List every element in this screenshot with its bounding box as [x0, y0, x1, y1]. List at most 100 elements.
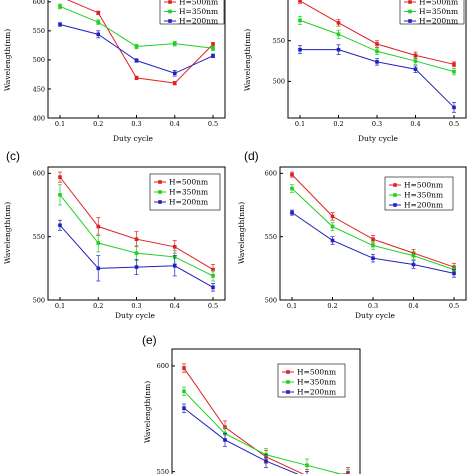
x-axis-label: Duty cycle: [115, 311, 156, 320]
y-tick-label: 500: [265, 296, 277, 304]
x-tick-label: 0.3: [372, 120, 382, 128]
data-point: [411, 253, 416, 258]
legend-swatch-marker: [393, 203, 397, 207]
data-point: [211, 285, 215, 290]
legend-swatch-marker: [158, 180, 162, 184]
data-point: [452, 69, 456, 74]
data-point: [96, 241, 101, 245]
data-point: [290, 210, 294, 215]
chart-panel-1: 0.1 0.2 0.3 0.4 0.5 400 450 500 550 600 Duty cycle…: [3, 0, 226, 143]
legend-label: H=200nm: [297, 388, 336, 397]
data-point: [58, 4, 62, 9]
data-point: [371, 256, 375, 260]
data-point: [134, 58, 139, 63]
y-tick-label: 600: [265, 170, 277, 178]
x-tick-label: 0.1: [295, 120, 305, 128]
series-2: [58, 3, 215, 51]
x-tick-label: 0.3: [131, 302, 141, 310]
data-point: [172, 71, 177, 76]
data-point: [371, 243, 375, 248]
data-point: [211, 274, 215, 278]
x-tick-label: 0.3: [368, 302, 378, 310]
legend-label: H=350nm: [297, 378, 336, 387]
data-point: [172, 245, 177, 249]
y-tick-label: 550: [157, 468, 169, 474]
plot-frame: [171, 348, 361, 474]
series-2: [298, 15, 456, 76]
data-point: [96, 11, 101, 15]
y-tick-label: 550: [273, 37, 285, 45]
data-point: [96, 224, 101, 229]
legend-label: H=500nm: [404, 181, 443, 190]
chart-panel-3: 0.1 0.2 0.3 0.4 0.5 500 550 600 Duty cycle Wavele…: [3, 149, 226, 320]
legend-label: H=500nm: [297, 368, 336, 377]
series-1: [58, 171, 215, 276]
data-point: [182, 389, 186, 394]
y-tick-label: 550: [265, 233, 277, 241]
panel-label: (e): [142, 333, 157, 347]
series-3: [58, 219, 215, 292]
data-point: [452, 271, 456, 276]
chart-panel-5: 550 600 Wavelength(nm) (e) H=500nmH=350nmH=2…: [142, 333, 361, 474]
data-point: [375, 49, 379, 54]
data-point: [330, 224, 335, 229]
data-point: [182, 406, 186, 411]
x-tick-label: 0.2: [333, 120, 343, 128]
x-tick-label: 0.5: [449, 302, 459, 310]
legend-box: [149, 173, 221, 211]
data-point: [58, 22, 62, 27]
y-tick-label: 550: [33, 27, 45, 35]
legend-label: H=200nm: [179, 17, 218, 26]
data-point: [96, 266, 101, 271]
x-tick-label: 0.4: [170, 302, 180, 310]
legend-swatch-marker: [286, 380, 290, 384]
data-point: [413, 53, 418, 58]
y-tick-label: 500: [273, 78, 285, 86]
legend-swatch-marker: [168, 0, 172, 4]
series-3: [182, 403, 350, 474]
data-point: [290, 186, 294, 191]
data-point: [134, 44, 139, 49]
legend-swatch-marker: [158, 200, 162, 204]
legend-swatch-marker: [286, 370, 290, 374]
legend-label: H=350nm: [419, 7, 458, 16]
x-tick-label: 0.4: [170, 120, 180, 128]
data-point: [211, 54, 215, 58]
series-1: [298, 0, 456, 68]
y-axis-label: Wavelength(nm): [3, 29, 12, 91]
data-point: [413, 59, 418, 63]
series-3: [298, 44, 456, 113]
data-point: [336, 32, 341, 37]
data-point: [375, 60, 379, 64]
data-point: [211, 46, 215, 51]
y-tick-label: 550: [33, 233, 45, 241]
data-point: [371, 237, 375, 241]
x-tick-label: 0.2: [93, 120, 103, 128]
x-tick-label: 0.5: [208, 302, 218, 310]
legend-label: H=350nm: [169, 188, 208, 197]
x-tick-label: 0.1: [55, 120, 65, 128]
y-tick-label: 600: [157, 362, 169, 370]
data-point: [411, 262, 416, 267]
data-point: [58, 223, 62, 228]
chart-panel-4: 0.1 0.2 0.3 0.4 0.5 500 550 600 Duty cycle Wavele…: [237, 149, 467, 320]
y-tick-label: 500: [33, 56, 45, 64]
legend-label: H=200nm: [419, 17, 458, 26]
panel-label: (d): [244, 149, 259, 163]
x-tick-label: 0.2: [93, 302, 103, 310]
data-point: [330, 214, 335, 219]
legend-label: H=200nm: [169, 198, 208, 207]
data-point: [58, 175, 62, 179]
data-point: [134, 251, 139, 255]
data-point: [290, 172, 294, 177]
legend-swatch-marker: [393, 193, 397, 197]
data-point: [172, 81, 177, 85]
data-point: [336, 21, 341, 25]
data-point: [172, 41, 177, 46]
data-point: [182, 366, 186, 370]
legend-swatch-marker: [393, 183, 397, 187]
x-tick-label: 0.2: [327, 302, 337, 310]
